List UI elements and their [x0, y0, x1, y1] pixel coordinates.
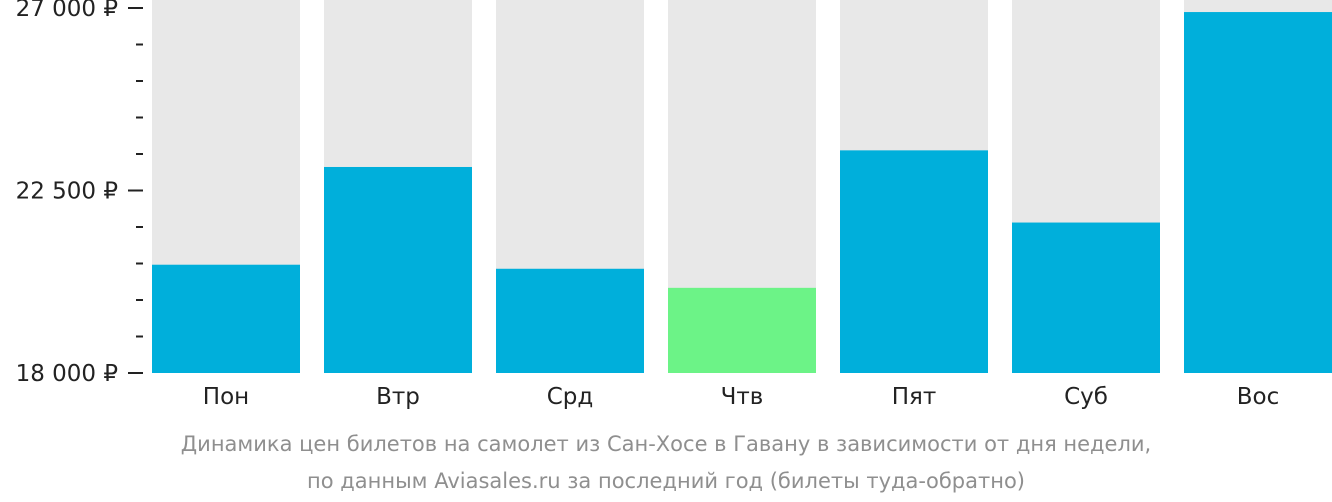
chart-caption-line-2: по данным Aviasales.ru за последний год … — [307, 469, 1025, 493]
y-tick-label-2: 22 500 ₽ — [16, 179, 118, 205]
price-bar-chart: Пон Втр Срд Чтв Пят Суб Вос 18 000 ₽ 22 500 ₽ 27 … — [16, 0, 1332, 410]
x-tick-label-7: Вос — [1237, 384, 1280, 410]
x-tick-label-3: Срд — [547, 384, 594, 410]
bar-6 — [1012, 222, 1160, 373]
bar-4 — [668, 287, 816, 373]
x-tick-label-2: Втр — [376, 384, 420, 410]
chart-caption-line-1: Динамика цен билетов на самолет из Сан-Х… — [180, 432, 1152, 456]
bar-7 — [1184, 12, 1332, 374]
bar-1 — [152, 264, 300, 373]
bar-2 — [324, 166, 472, 373]
x-tick-label-1: Пон — [203, 384, 249, 410]
y-tick-label-3: 27 000 ₽ — [16, 0, 118, 22]
bar-5 — [840, 150, 988, 373]
y-tick-label-1: 18 000 ₽ — [16, 361, 118, 387]
x-tick-label-5: Пят — [892, 384, 937, 410]
bar-3 — [496, 268, 644, 373]
x-tick-label-4: Чтв — [721, 384, 764, 410]
x-tick-label-6: Суб — [1064, 384, 1108, 410]
